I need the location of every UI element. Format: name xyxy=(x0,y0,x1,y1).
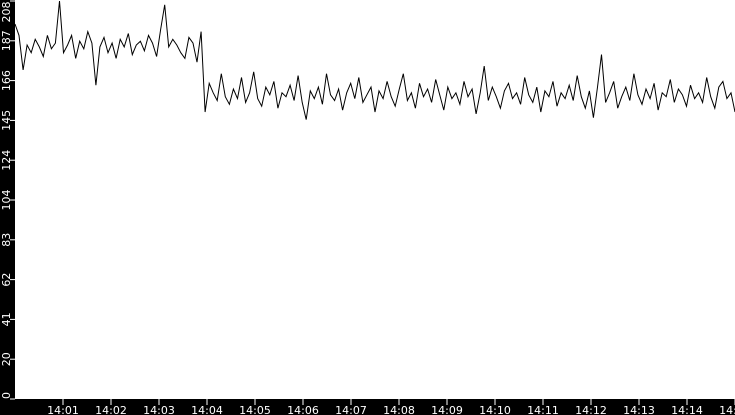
x-tick-label: 14:01 xyxy=(47,404,79,415)
x-tick-label: 14:06 xyxy=(287,404,319,415)
y-tick-label: 62 xyxy=(0,273,13,287)
x-tick-label: 14:11 xyxy=(527,404,559,415)
plot-area xyxy=(15,0,735,399)
y-tick-label: 187 xyxy=(0,30,13,51)
x-axis: 14:01 14:02 14:03 14:04 14:05 14:06 14:07 14:08… xyxy=(47,399,735,415)
y-tick-label: 166 xyxy=(0,70,13,91)
y-tick-label: 208 xyxy=(0,2,13,23)
x-tick-label: 14:03 xyxy=(143,404,175,415)
x-tick-label: 14:09 xyxy=(431,404,463,415)
x-tick-label: 14:02 xyxy=(95,404,127,415)
x-tick-label: 14:10 xyxy=(479,404,511,415)
y-tick-label: 0 xyxy=(0,392,13,399)
y-tick-label: 41 xyxy=(0,312,13,326)
y-tick-label: 145 xyxy=(0,110,13,131)
y-tick-label: 124 xyxy=(0,150,13,171)
y-tick-label: 20 xyxy=(0,352,13,366)
x-tick-label: 14:05 xyxy=(239,404,271,415)
x-tick-label: 14:08 xyxy=(383,404,415,415)
y-tick-label: 83 xyxy=(0,233,13,247)
x-tick-label: 14:07 xyxy=(335,404,367,415)
x-tick-label: 14:15 xyxy=(719,404,735,415)
y-tick-label: 104 xyxy=(0,190,13,211)
y-axis: 0 20 41 62 83 104 124 145 166 187 208 xyxy=(0,0,15,400)
x-tick-label: 14:14 xyxy=(671,404,703,415)
series-line xyxy=(14,0,735,120)
x-tick-label: 14:04 xyxy=(191,404,223,415)
x-tick-label: 14:12 xyxy=(575,404,607,415)
x-tick-label: 14:13 xyxy=(623,404,655,415)
